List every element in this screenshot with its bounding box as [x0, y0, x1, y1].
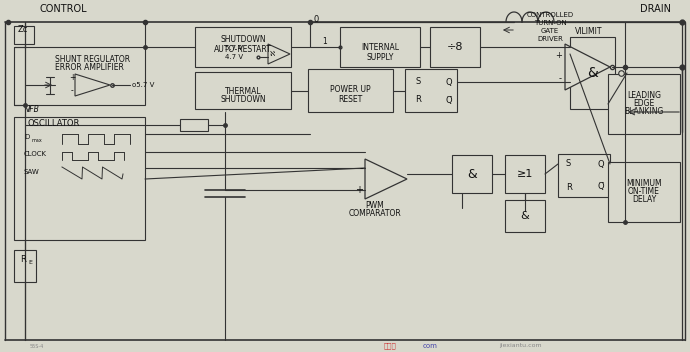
- Text: jiexiantu.com: jiexiantu.com: [499, 344, 542, 348]
- Text: CONTROLLED: CONTROLLED: [526, 12, 573, 18]
- Text: PWM: PWM: [366, 201, 384, 210]
- Bar: [505, 200, 545, 232]
- Text: INTERNAL: INTERNAL: [361, 43, 399, 51]
- Bar: [505, 155, 545, 193]
- Text: DRAIN: DRAIN: [640, 4, 671, 14]
- Text: LEADING: LEADING: [627, 92, 661, 101]
- Text: ON-TIME: ON-TIME: [628, 188, 660, 196]
- Text: AUTO-RESTART: AUTO-RESTART: [214, 45, 272, 55]
- Text: com: com: [422, 343, 437, 349]
- Text: TURN-ON: TURN-ON: [533, 20, 566, 26]
- Bar: [558, 154, 610, 197]
- Bar: [308, 69, 393, 112]
- Text: POWER UP: POWER UP: [330, 86, 371, 94]
- Text: 接线图: 接线图: [384, 343, 396, 349]
- Text: DELAY: DELAY: [632, 195, 656, 205]
- Polygon shape: [75, 74, 110, 96]
- Text: D: D: [24, 134, 29, 140]
- Text: 0: 0: [313, 14, 318, 24]
- Text: GATE: GATE: [541, 28, 559, 34]
- Text: &: &: [467, 168, 477, 181]
- Text: E: E: [28, 259, 32, 264]
- Text: 55S-4: 55S-4: [30, 344, 44, 348]
- Text: o5.7 V: o5.7 V: [132, 82, 155, 88]
- Bar: [452, 155, 492, 193]
- Text: SHUTDOWN: SHUTDOWN: [220, 95, 266, 105]
- Bar: [608, 74, 680, 134]
- Text: VILIMIT: VILIMIT: [575, 27, 602, 37]
- Text: R: R: [20, 254, 26, 264]
- Text: &: &: [587, 66, 598, 80]
- Text: BLANKING: BLANKING: [624, 107, 664, 117]
- Text: max: max: [31, 138, 42, 144]
- Text: EDGE: EDGE: [633, 100, 655, 108]
- Text: ≥1: ≥1: [517, 169, 533, 179]
- Bar: [14, 250, 36, 282]
- Bar: [195, 72, 291, 109]
- Text: DRIVER: DRIVER: [537, 36, 563, 42]
- Text: 4.7 V: 4.7 V: [225, 54, 243, 60]
- Bar: [14, 117, 145, 240]
- Text: 1: 1: [323, 38, 327, 46]
- Text: R: R: [566, 182, 572, 191]
- Text: ERROR AMPLIFIER: ERROR AMPLIFIER: [55, 63, 124, 73]
- Text: -: -: [359, 163, 363, 173]
- Text: ÷8: ÷8: [446, 42, 463, 52]
- Text: SAW: SAW: [24, 169, 40, 175]
- Polygon shape: [565, 44, 610, 90]
- Text: S: S: [415, 77, 420, 87]
- Bar: [608, 162, 680, 222]
- Text: ℵ: ℵ: [269, 51, 275, 57]
- Bar: [14, 26, 34, 44]
- Text: 5.7 V: 5.7 V: [225, 45, 243, 51]
- Text: Q: Q: [445, 77, 452, 87]
- Bar: [180, 119, 208, 131]
- Text: R: R: [415, 95, 421, 105]
- Text: CLOCK: CLOCK: [24, 151, 47, 157]
- Text: Q̅: Q̅: [445, 95, 452, 105]
- Text: SUPPLY: SUPPLY: [366, 52, 394, 62]
- Text: S: S: [566, 159, 571, 169]
- Bar: [430, 27, 480, 67]
- Polygon shape: [365, 159, 407, 199]
- Text: IFB: IFB: [28, 105, 40, 113]
- Bar: [340, 27, 420, 67]
- Text: SHUNT REGULATOR: SHUNT REGULATOR: [55, 55, 130, 63]
- Text: &: &: [521, 211, 529, 221]
- Text: -: -: [70, 87, 73, 95]
- Text: Q̅: Q̅: [598, 182, 604, 191]
- Bar: [570, 37, 615, 109]
- Bar: [14, 47, 145, 105]
- Text: THERMAL: THERMAL: [225, 87, 262, 95]
- Text: -: -: [559, 75, 562, 83]
- Text: MINIMUM: MINIMUM: [627, 180, 662, 189]
- Polygon shape: [268, 44, 290, 64]
- Text: SHUTDOWN: SHUTDOWN: [220, 36, 266, 44]
- Text: CONTROL: CONTROL: [40, 4, 88, 14]
- Text: +: +: [555, 50, 562, 59]
- Bar: [195, 27, 291, 67]
- Text: COMPARATOR: COMPARATOR: [348, 209, 402, 218]
- Text: Q: Q: [598, 159, 604, 169]
- Text: +: +: [355, 185, 363, 195]
- Text: +: +: [69, 74, 75, 82]
- Text: Zc: Zc: [18, 25, 28, 34]
- Text: OSCILLATOR: OSCILLATOR: [28, 119, 80, 128]
- Text: RESET: RESET: [338, 95, 362, 105]
- Bar: [405, 69, 457, 112]
